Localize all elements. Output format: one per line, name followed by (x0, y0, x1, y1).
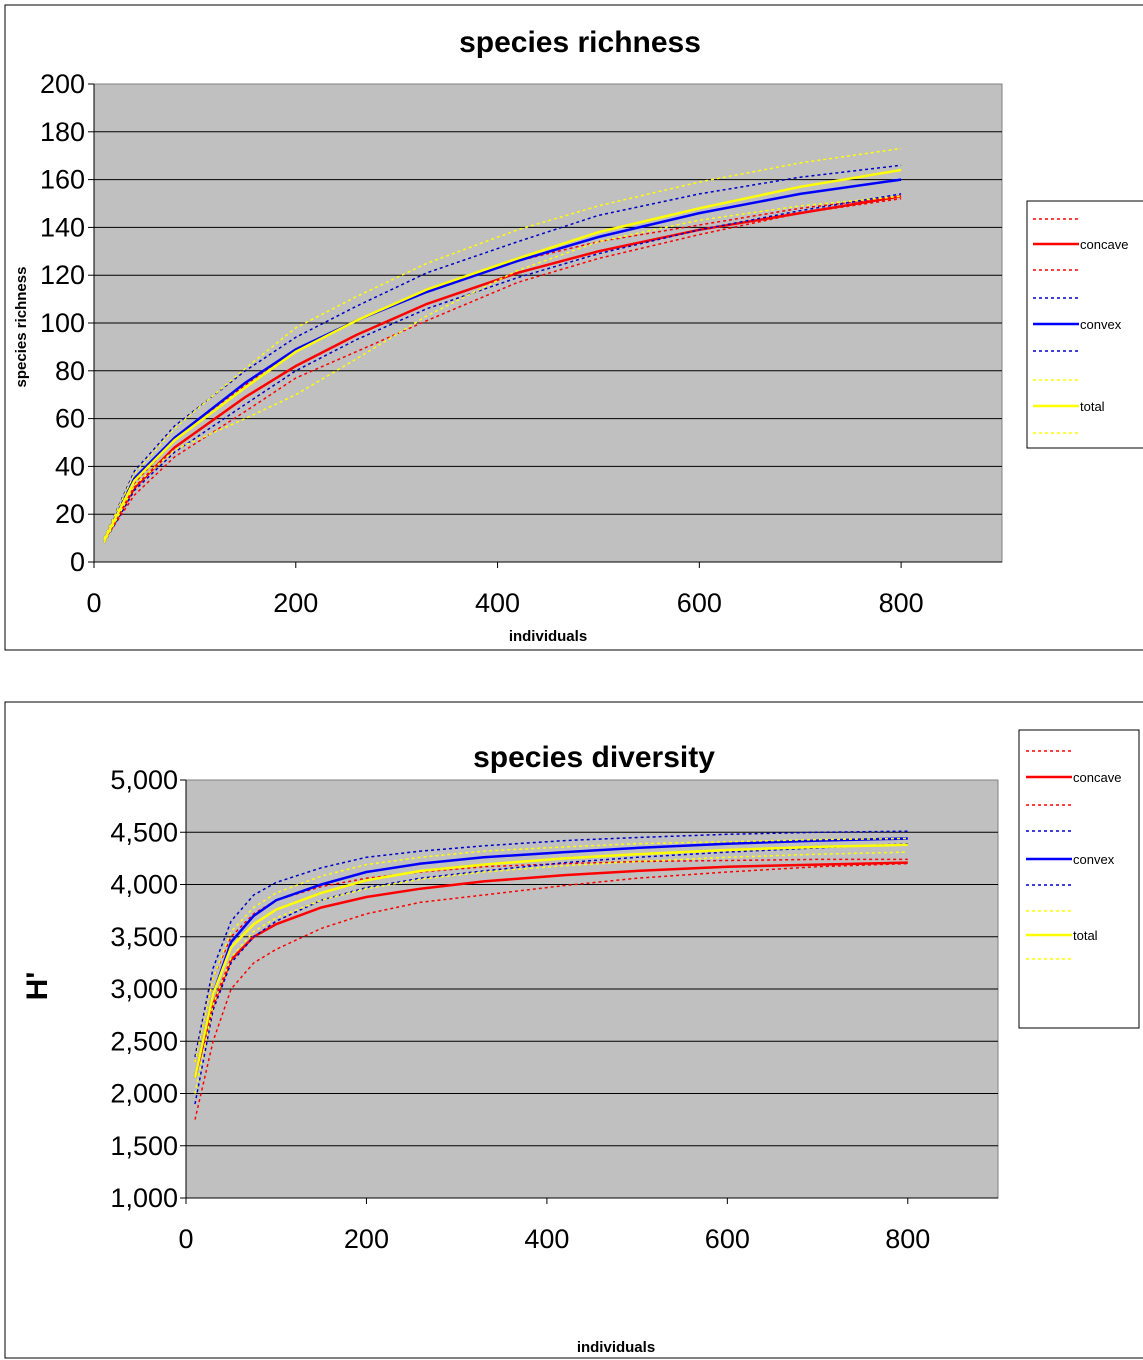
species-richness-chart: species richness individuals species ric… (4, 4, 1143, 651)
x-tick-label: 200 (344, 1224, 389, 1254)
y-tick-label: 200 (40, 69, 85, 99)
series-line-bound-3 (194, 842, 908, 1105)
x-tick-label: 400 (475, 588, 520, 618)
chart-title: species diversity (473, 741, 715, 774)
x-axis-label: individuals (577, 1339, 655, 1356)
y-tick-label: 60 (55, 404, 85, 434)
series-line-bound-6 (194, 851, 908, 1094)
x-tick-label: 800 (885, 1224, 930, 1254)
y-axis-label: H' (21, 972, 54, 1001)
legend-entry-label: concave (1073, 770, 1121, 785)
series-line-convex (193, 837, 908, 1079)
legend: concave convex total (1018, 729, 1140, 1029)
legend-entry-label: convex (1080, 317, 1122, 332)
x-tick-label: 600 (677, 588, 722, 618)
legend-entry-label: total (1073, 928, 1098, 943)
y-tick-label: 5,000 (110, 765, 178, 795)
series-line-bound-6 (103, 195, 902, 544)
series-line-bound-8 (103, 147, 902, 539)
legend: concave convex total (1026, 200, 1143, 449)
series-line-bound-3 (103, 193, 902, 544)
x-tick-label: 0 (86, 588, 101, 618)
y-tick-label: 1,500 (110, 1131, 178, 1161)
series-line-total (193, 843, 908, 1079)
y-axis-label: species richness (13, 267, 30, 388)
y-tick-label: 4,000 (110, 870, 178, 900)
legend-entry-label: total (1080, 399, 1105, 414)
y-tick-label: 20 (55, 499, 85, 529)
y-tick-label: 100 (40, 308, 85, 338)
y-tick-label: 0 (70, 547, 85, 577)
y-tick-label: 140 (40, 212, 85, 242)
series-line-bound-0 (194, 862, 908, 1120)
x-axis-label: individuals (509, 628, 587, 645)
x-tick-label: 400 (524, 1224, 569, 1254)
series-line-total (102, 168, 902, 542)
legend-entry-label: convex (1073, 852, 1115, 867)
species-diversity-chart: species diversity individuals H' 1,000 1,… (4, 701, 1143, 1359)
y-tick-label: 3,500 (110, 922, 178, 952)
series-line-bound-5 (194, 830, 908, 1058)
series-line-bound-5 (103, 164, 902, 539)
x-tick-label: 200 (273, 588, 318, 618)
y-tick-label: 80 (55, 356, 85, 386)
y-tick-label: 4,500 (110, 817, 178, 847)
y-tick-label: 1,000 (110, 1183, 178, 1213)
x-tick-label: 800 (879, 588, 924, 618)
x-tick-label: 600 (705, 1224, 750, 1254)
y-tick-label: 160 (40, 165, 85, 195)
y-tick-label: 2,000 (110, 1079, 178, 1109)
legend-box (1018, 729, 1140, 1029)
y-tick-label: 3,000 (110, 974, 178, 1004)
legend-entry-label: concave (1080, 237, 1128, 252)
y-tick-label: 2,500 (110, 1026, 178, 1056)
chart-title: species richness (459, 26, 701, 59)
y-tick-label: 120 (40, 260, 85, 290)
series-line-bound-8 (194, 837, 908, 1063)
y-tick-label: 40 (55, 451, 85, 481)
y-tick-label: 180 (40, 117, 85, 147)
series-line-concave (193, 861, 908, 1079)
x-tick-label: 0 (178, 1224, 193, 1254)
